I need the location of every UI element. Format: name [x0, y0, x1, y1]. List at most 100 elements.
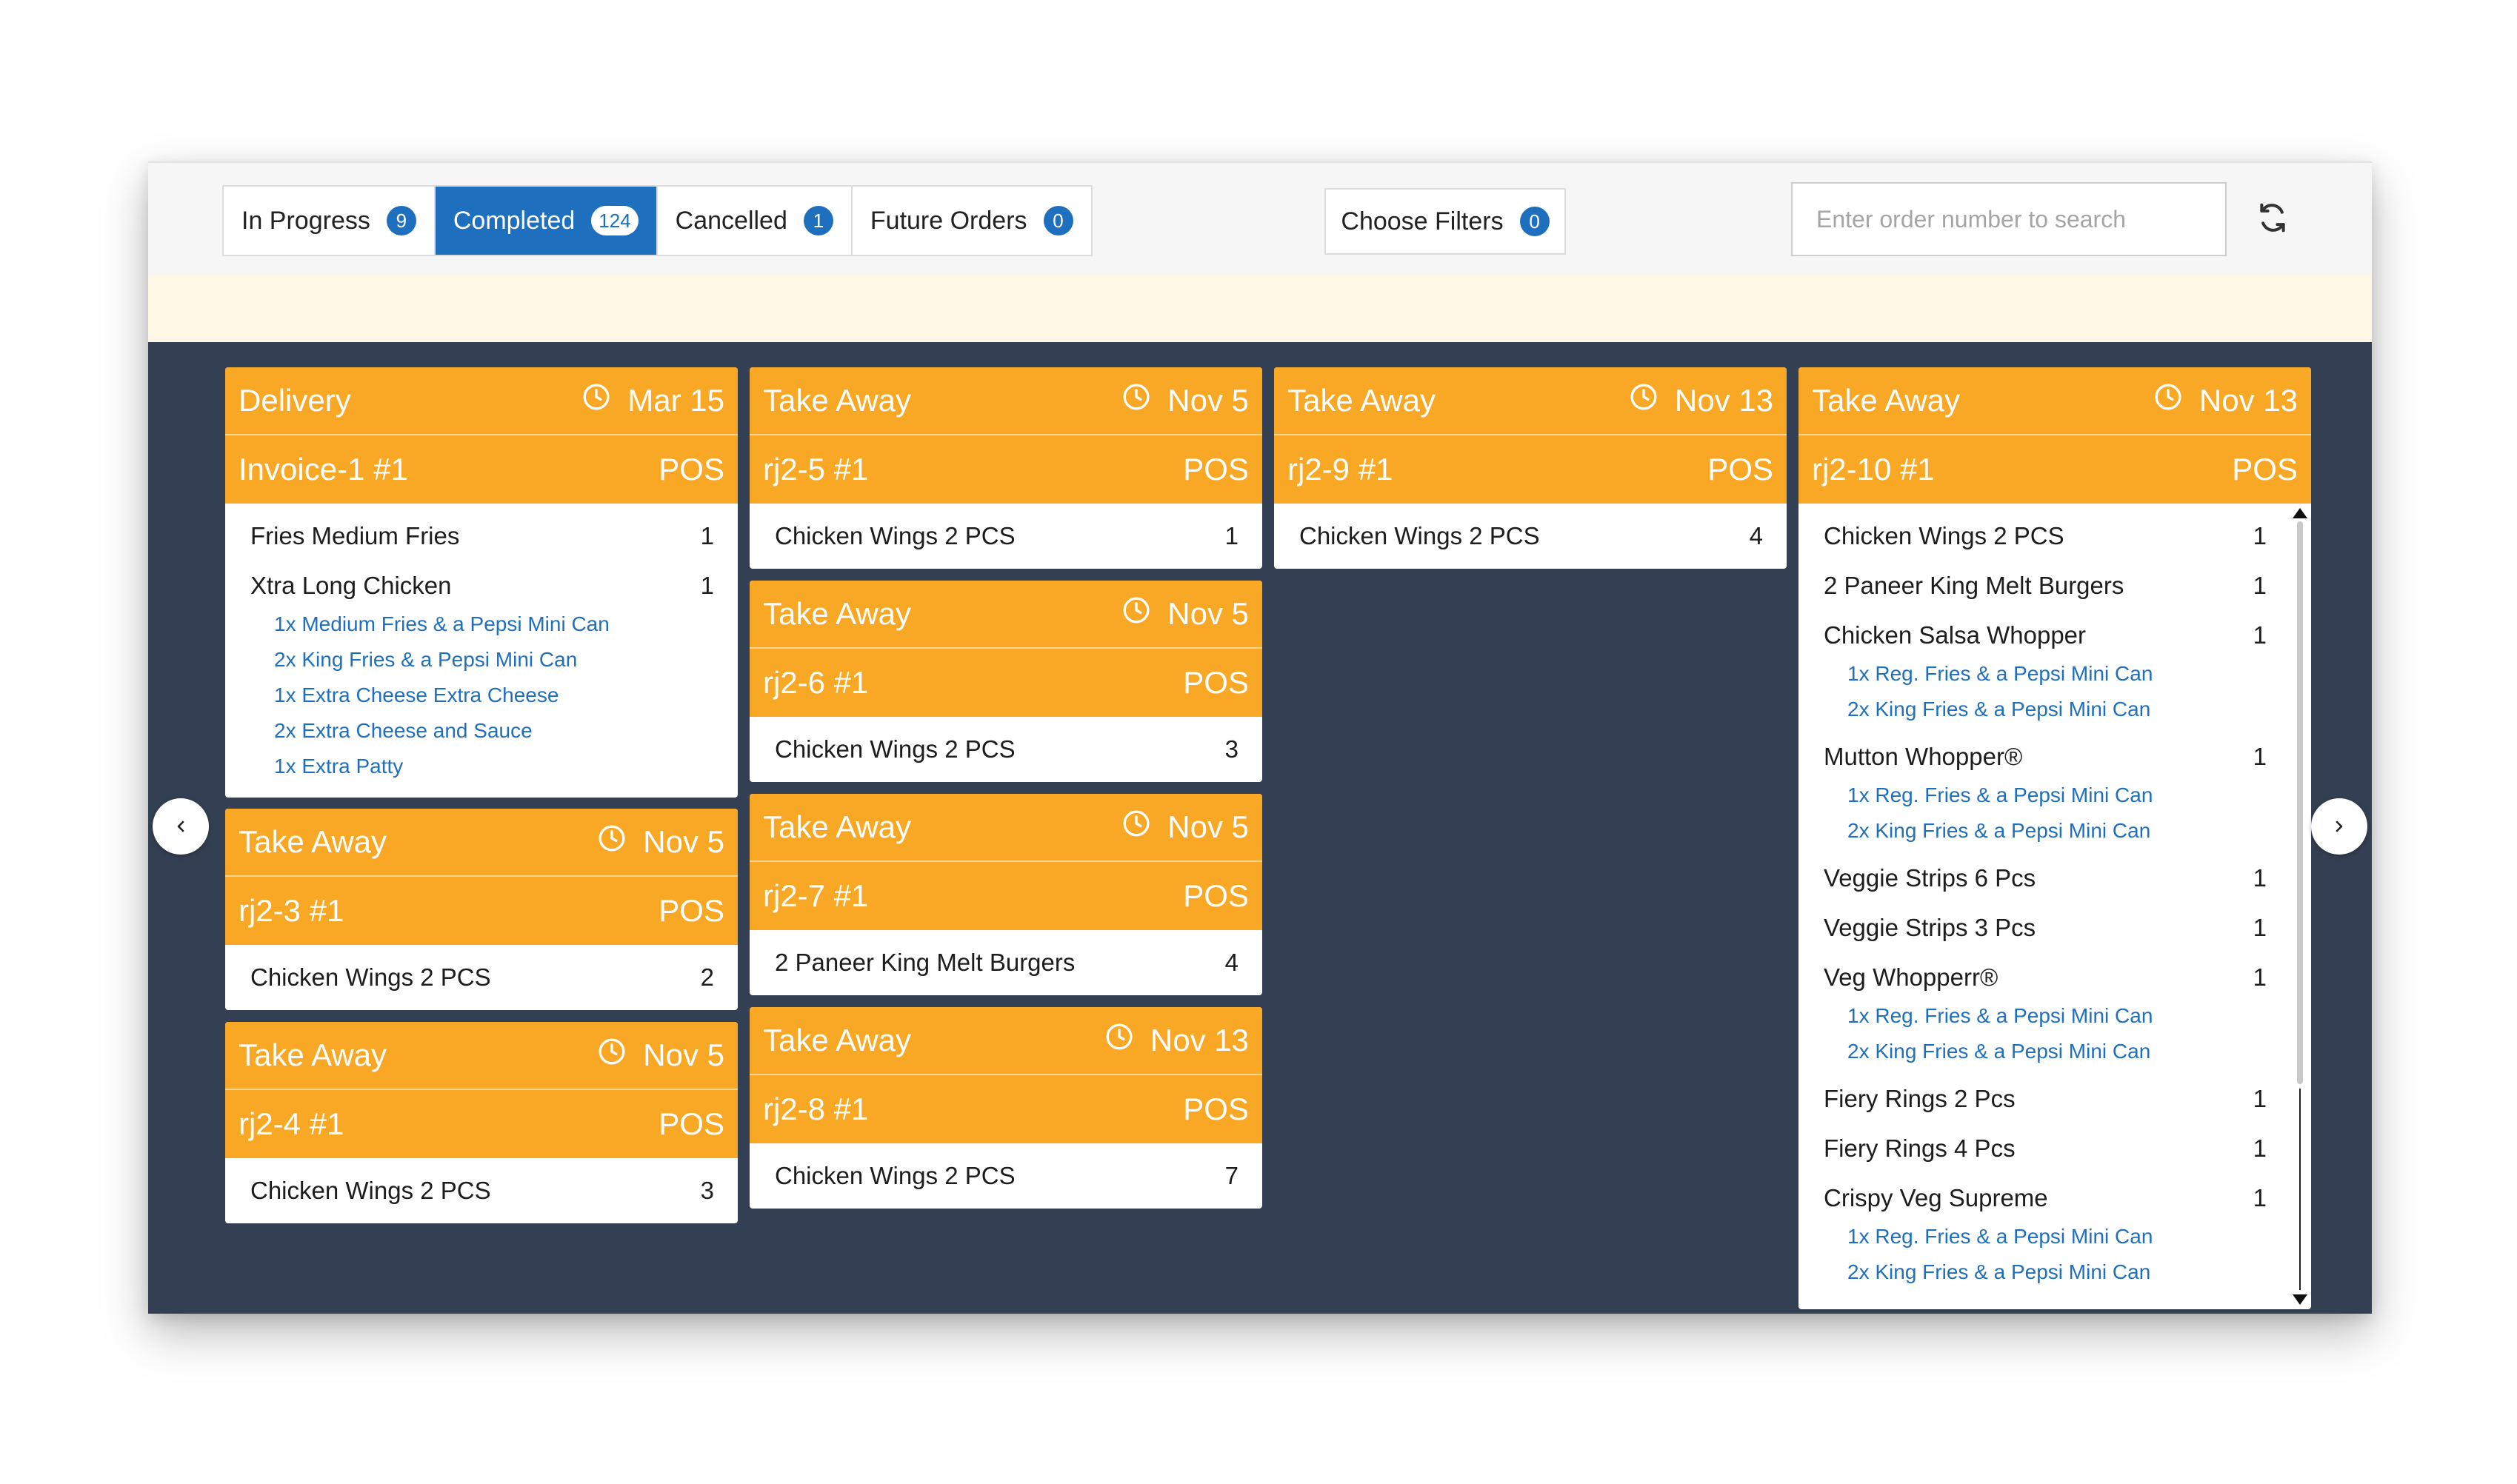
item-qty: 1 — [2253, 1184, 2267, 1211]
order-id: Invoice-1 #1 — [239, 452, 408, 487]
tab-cancelled[interactable]: Cancelled 1 — [658, 187, 853, 255]
order-date: Mar 15 — [627, 383, 724, 418]
order-card[interactable]: Take Away Nov 5 rj2-3 #1 POS Chicken Wings 2… — [225, 809, 738, 1010]
item-qty: 1 — [2253, 1085, 2267, 1112]
order-header: Take Away Nov 5 — [225, 809, 738, 877]
order-items: Chicken Wings 2 PCS 1 2 Paneer King Melt B… — [1798, 504, 2311, 1303]
modifier-line: 2x King Fries & a Pepsi Mini Can — [1847, 1040, 2151, 1063]
item-qty: 1 — [2253, 914, 2267, 941]
order-items: Chicken Wings 2 PCS 3 — [225, 1158, 738, 1223]
modifier-line: 1x Extra Cheese Extra Cheese — [274, 683, 559, 706]
item-qty: 2 — [700, 963, 714, 991]
tab-in-progress[interactable]: In Progress 9 — [224, 187, 436, 255]
toolbar: In Progress 9 Completed 124 Cancelled 1 … — [148, 161, 2372, 275]
order-header: Take Away Nov 13 — [1798, 367, 2311, 435]
item-qty: 4 — [1224, 949, 1239, 976]
order-items: 2 Paneer King Melt Burgers 4 — [750, 930, 1262, 995]
item-row: Chicken Wings 2 PCS 1 — [775, 517, 1239, 555]
order-card[interactable]: Take Away Nov 13 rj2-10 #1 POS Chicken Wings… — [1798, 367, 2311, 1309]
item-row: Chicken Wings 2 PCS 1 — [1824, 517, 2267, 555]
order-source: POS — [1183, 878, 1249, 913]
modifier-line: 1x Reg. Fries & a Pepsi Mini Can — [1847, 783, 2153, 806]
order-type: Take Away — [239, 1037, 387, 1072]
order-time: Mar 15 — [581, 382, 724, 419]
modifier-line: 1x Reg. Fries & a Pepsi Mini Can — [1847, 1225, 2153, 1248]
clock-icon — [597, 1037, 627, 1074]
clock-icon — [597, 823, 627, 860]
item-name: 2 Paneer King Melt Burgers — [775, 949, 1076, 976]
refresh-button[interactable] — [2250, 195, 2295, 240]
order-id: rj2-5 #1 — [763, 452, 869, 487]
item-name: Xtra Long Chicken — [250, 572, 452, 599]
modifier-line: 2x Extra Cheese and Sauce — [274, 719, 533, 742]
order-type: Take Away — [763, 383, 912, 418]
order-card[interactable]: Take Away Nov 13 rj2-9 #1 POS Chicken Wings … — [1274, 367, 1787, 569]
tab-completed[interactable]: Completed 124 — [435, 187, 658, 255]
order-id: rj2-3 #1 — [239, 893, 344, 928]
order-source: POS — [659, 893, 724, 928]
tab-future-orders[interactable]: Future Orders 0 — [853, 187, 1091, 255]
order-card[interactable]: Take Away Nov 5 rj2-4 #1 POS Chicken Wings 2… — [225, 1022, 738, 1223]
tab-label: Cancelled — [675, 206, 787, 235]
order-subheader: rj2-9 #1 POS — [1274, 435, 1787, 504]
status-tabs: In Progress 9 Completed 124 Cancelled 1 … — [222, 185, 1093, 256]
item-row: Xtra Long Chicken 1 — [250, 566, 714, 605]
order-type: Take Away — [239, 824, 387, 859]
clock-icon — [1104, 1022, 1134, 1059]
item-row: Crispy Veg Supreme 1 — [1824, 1179, 2267, 1217]
prev-page-button[interactable] — [153, 798, 209, 855]
order-date: Nov 5 — [643, 1037, 724, 1072]
choose-filters-button[interactable]: Choose Filters 0 — [1324, 188, 1566, 255]
order-search-input[interactable] — [1791, 182, 2227, 256]
chevron-right-icon — [2336, 820, 2343, 832]
item-name: Veg Whopperr® — [1824, 963, 1998, 991]
order-id: rj2-8 #1 — [763, 1092, 869, 1126]
order-card[interactable]: Take Away Nov 5 rj2-6 #1 POS Chicken Wings 2… — [750, 581, 1262, 782]
order-items: Chicken Wings 2 PCS 1 — [750, 504, 1262, 569]
order-source: POS — [1183, 452, 1249, 487]
order-time: Nov 13 — [1629, 382, 1773, 419]
scrollbar[interactable] — [2289, 504, 2311, 1309]
item-qty: 1 — [2253, 522, 2267, 549]
item-name: Chicken Wings 2 PCS — [1824, 522, 2064, 549]
order-card[interactable]: Take Away Nov 5 rj2-7 #1 POS 2 Paneer King M… — [750, 794, 1262, 995]
order-time: Nov 5 — [1121, 809, 1249, 846]
order-card[interactable]: Take Away Nov 13 rj2-8 #1 POS Chicken Wings … — [750, 1007, 1262, 1209]
order-source: POS — [659, 1106, 724, 1141]
item-modifiers: 1x Medium Fries & a Pepsi Mini Can 2x Kin… — [250, 606, 714, 784]
order-header: Take Away Nov 5 — [225, 1022, 738, 1090]
order-id: rj2-9 #1 — [1287, 452, 1393, 487]
clock-icon — [1121, 809, 1151, 846]
modifier-line: 2x King Fries & a Pepsi Mini Can — [274, 648, 578, 671]
count-badge: 124 — [591, 206, 639, 235]
order-date: Nov 13 — [2198, 383, 2298, 418]
tab-label: Completed — [453, 206, 576, 235]
next-page-button[interactable] — [2311, 798, 2367, 855]
modifier-line: 2x King Fries & a Pepsi Mini Can — [1847, 819, 2151, 842]
item-row: Chicken Salsa Whopper 1 — [1824, 616, 2267, 655]
clock-icon — [1121, 382, 1151, 419]
order-header: Take Away Nov 5 — [750, 794, 1262, 862]
filters-count-badge: 0 — [1519, 207, 1550, 236]
order-header: Take Away Nov 5 — [750, 581, 1262, 649]
item-qty: 3 — [1224, 735, 1239, 763]
order-time: Nov 5 — [597, 1037, 724, 1074]
item-qty: 1 — [2253, 572, 2267, 599]
order-header: Take Away Nov 5 — [750, 367, 1262, 435]
order-header: Take Away Nov 13 — [750, 1007, 1262, 1075]
item-row: Veg Whopperr® 1 — [1824, 958, 2267, 997]
clock-icon — [2153, 382, 2183, 419]
item-qty: 1 — [2253, 1134, 2267, 1162]
order-card[interactable]: Take Away Nov 5 rj2-5 #1 POS Chicken Wings 2… — [750, 367, 1262, 569]
modifier-line: 1x Medium Fries & a Pepsi Mini Can — [274, 612, 610, 635]
order-card[interactable]: Delivery Mar 15 Invoice-1 #1 POS Fries Mediu… — [225, 367, 738, 798]
tab-label: In Progress — [241, 206, 370, 235]
item-qty: 1 — [2253, 864, 2267, 892]
order-id: rj2-4 #1 — [239, 1106, 344, 1141]
modifier-line: 2x King Fries & a Pepsi Mini Can — [1847, 698, 2151, 721]
orders-board: Delivery Mar 15 Invoice-1 #1 POS Fries Mediu… — [148, 342, 2372, 1314]
order-items: Fries Medium Fries 1 Xtra Long Chicken 1 1x … — [225, 504, 738, 798]
item-name: Chicken Wings 2 PCS — [250, 1177, 491, 1204]
count-badge: 0 — [1043, 206, 1073, 235]
item-row: Veggie Strips 6 Pcs 1 — [1824, 859, 2267, 898]
